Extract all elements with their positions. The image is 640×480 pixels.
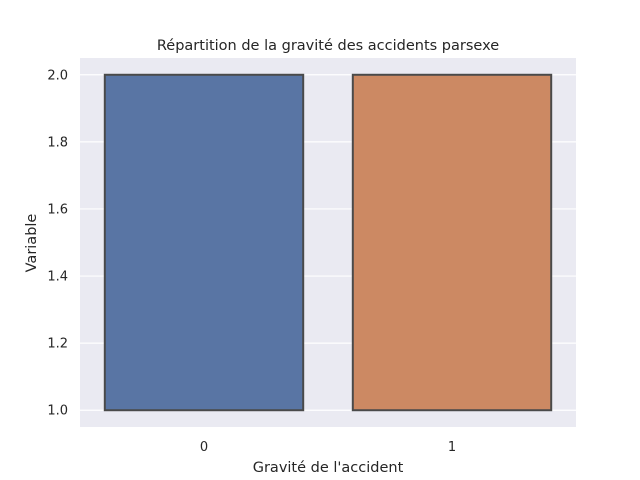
y-axis-ticks: 1.0 1.2 1.4 1.6 1.8 2.0 (47, 68, 68, 418)
x-tick-label: 1 (448, 440, 456, 455)
x-axis-label: Gravité de l'accident (253, 460, 404, 476)
y-axis-label: Variable (24, 214, 40, 273)
y-tick-label: 2.0 (47, 68, 68, 83)
y-tick-label: 1.0 (47, 404, 68, 419)
bars (103, 73, 553, 412)
chart-title: Répartition de la gravité des accidents … (157, 38, 499, 54)
x-tick-label: 0 (200, 440, 208, 455)
y-tick-label: 1.4 (47, 270, 68, 285)
y-tick-label: 1.6 (47, 202, 68, 217)
bar-0 (103, 73, 305, 412)
y-tick-label: 1.8 (47, 135, 68, 150)
bar-1 (351, 73, 553, 412)
y-tick-label: 1.2 (47, 337, 68, 352)
